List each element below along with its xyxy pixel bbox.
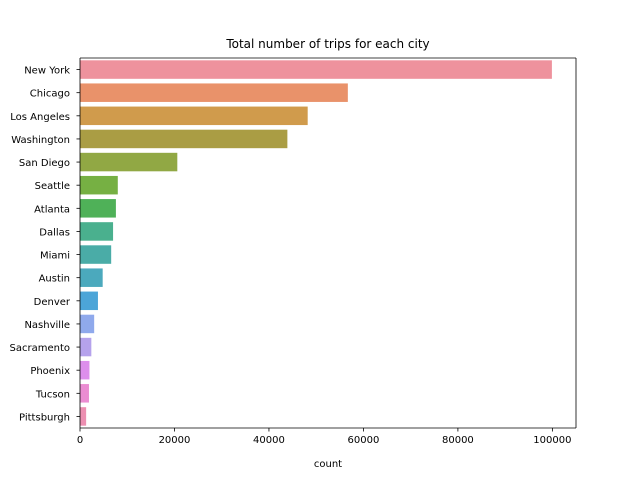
bar-seattle bbox=[80, 175, 118, 195]
y-tick-label: Seattle bbox=[35, 181, 70, 192]
y-tick-label: New York bbox=[24, 66, 70, 77]
y-tick-label: Tucson bbox=[35, 389, 70, 400]
bar-austin bbox=[80, 268, 103, 287]
bar-san-diego bbox=[80, 152, 178, 172]
bar-los-angeles bbox=[80, 106, 308, 126]
y-tick-label: Dallas bbox=[39, 227, 70, 238]
y-tick-label: Austin bbox=[39, 274, 70, 285]
y-tick-label: Pittsburgh bbox=[19, 412, 70, 423]
y-tick-label: Washington bbox=[11, 135, 70, 146]
bar-miami bbox=[80, 245, 112, 264]
y-tick-label: Phoenix bbox=[30, 366, 70, 377]
y-tick-label: San Diego bbox=[19, 158, 70, 169]
bar-tucson bbox=[80, 384, 89, 403]
y-tick-label: Miami bbox=[40, 251, 70, 262]
x-axis-label: count bbox=[314, 459, 342, 470]
x-tick-label: 20000 bbox=[159, 435, 191, 446]
bar-new-york bbox=[80, 60, 552, 79]
x-tick-label: 100000 bbox=[533, 435, 571, 446]
bar-atlanta bbox=[80, 199, 116, 218]
bar-chicago bbox=[80, 83, 348, 102]
y-tick-label: Los Angeles bbox=[10, 112, 70, 123]
bars-group bbox=[80, 60, 552, 426]
bar-denver bbox=[80, 291, 98, 311]
y-tick-label: Nashville bbox=[24, 320, 70, 331]
x-tick-label: 0 bbox=[77, 435, 83, 446]
x-tick-label: 60000 bbox=[348, 435, 380, 446]
bar-phoenix bbox=[80, 360, 90, 380]
y-axis-ticks: New York Chicago Los Angeles Washington San … bbox=[10, 66, 80, 423]
x-tick-label: 40000 bbox=[253, 435, 285, 446]
bar-nashville bbox=[80, 314, 95, 334]
bar-dallas bbox=[80, 222, 114, 241]
x-axis-ticks: 0 20000 40000 60000 80000 100000 bbox=[77, 428, 571, 446]
y-tick-label: Chicago bbox=[30, 89, 70, 100]
y-tick-label: Denver bbox=[34, 297, 71, 308]
bar-sacramento bbox=[80, 337, 92, 357]
x-tick-label: 80000 bbox=[442, 435, 474, 446]
bar-pittsburgh bbox=[80, 407, 87, 426]
chart-title: Total number of trips for each city bbox=[225, 37, 429, 51]
bar-washington bbox=[80, 129, 288, 149]
y-tick-label: Atlanta bbox=[34, 204, 70, 215]
y-tick-label: Sacramento bbox=[10, 343, 70, 354]
